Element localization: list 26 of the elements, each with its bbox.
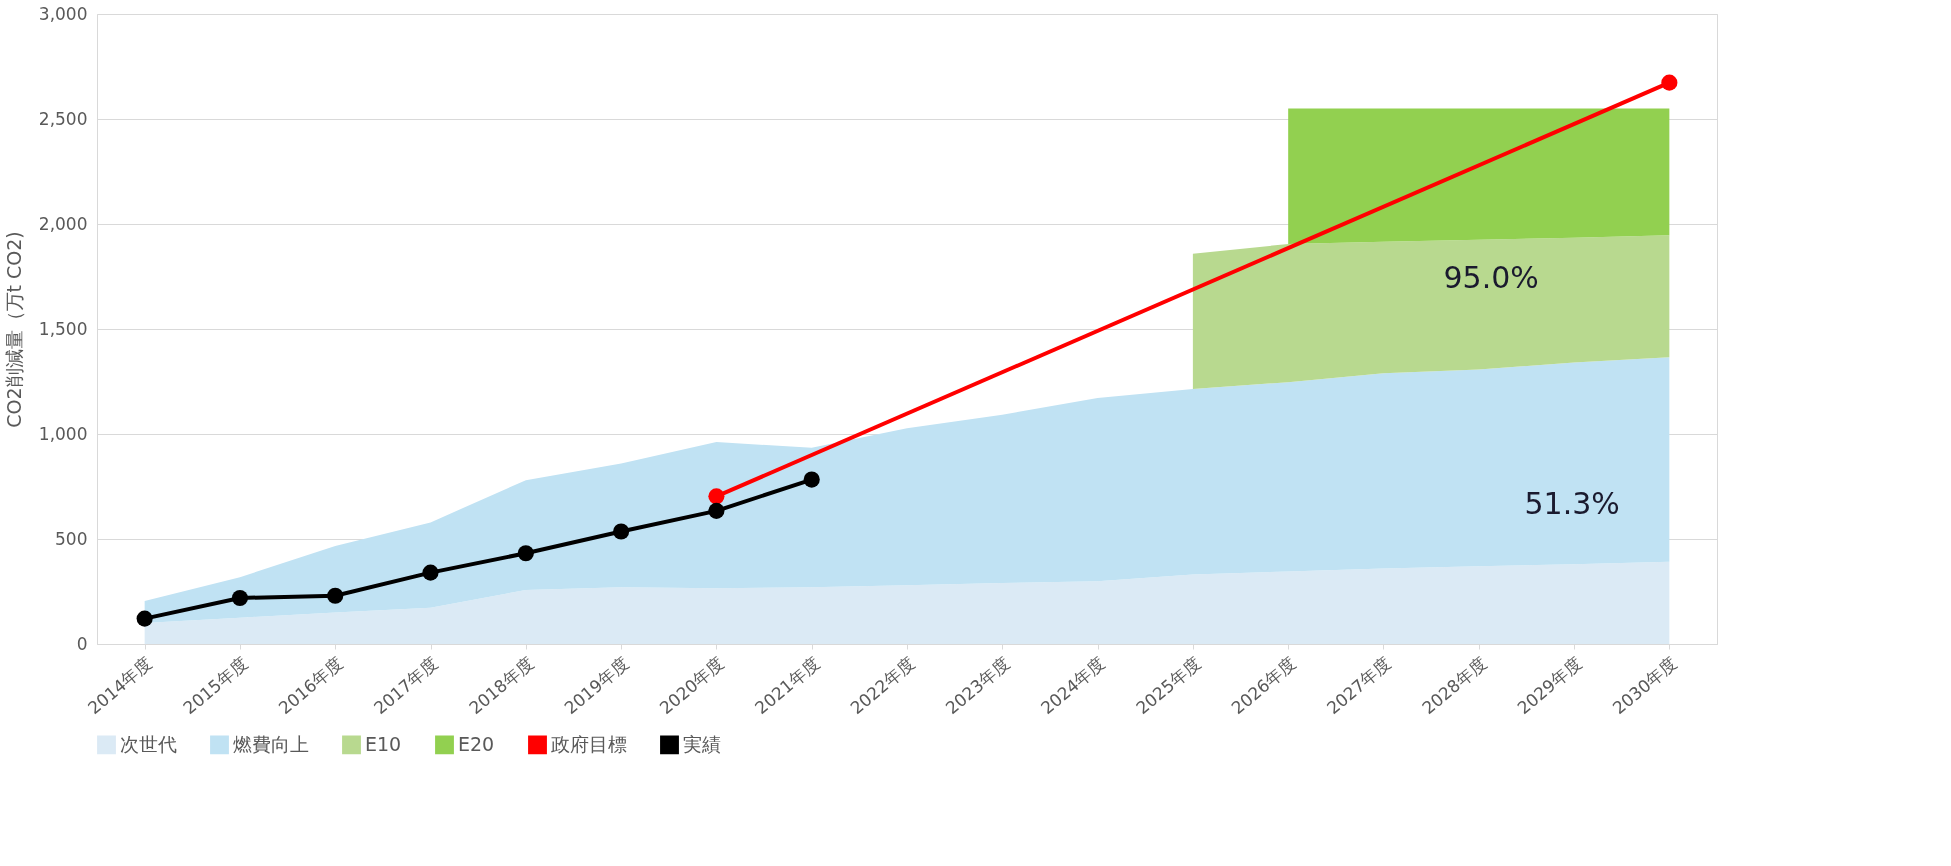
legend-label: 政府目標	[551, 732, 627, 755]
y-tick-label: 3,000	[38, 3, 88, 24]
y-axis-title: CO2削減量（万t CO2)	[2, 231, 25, 428]
point	[613, 523, 630, 540]
point	[708, 488, 725, 505]
point	[422, 564, 439, 581]
legend-label: E20	[458, 732, 495, 755]
point	[803, 471, 820, 488]
legend-label: 次世代	[120, 732, 177, 755]
point	[708, 502, 725, 519]
point	[327, 587, 344, 604]
y-tick-label: 0	[76, 633, 88, 654]
legend-label: E10	[365, 732, 402, 755]
annotation: 95.0%	[1443, 259, 1539, 295]
point	[1661, 74, 1678, 91]
point	[517, 545, 534, 562]
point	[231, 589, 248, 607]
y-tick-label: 2,000	[38, 213, 88, 234]
y-tick-label: 1,000	[38, 423, 88, 444]
y-tick-label: 2,500	[38, 108, 88, 129]
y-tick-label: 1,500	[38, 318, 88, 339]
legend-label: 燃費向上	[233, 732, 309, 755]
annotation: 51.3%	[1524, 486, 1620, 522]
legend-label: 実績	[683, 732, 721, 755]
point	[136, 610, 153, 627]
y-tick-label: 500	[55, 528, 88, 549]
